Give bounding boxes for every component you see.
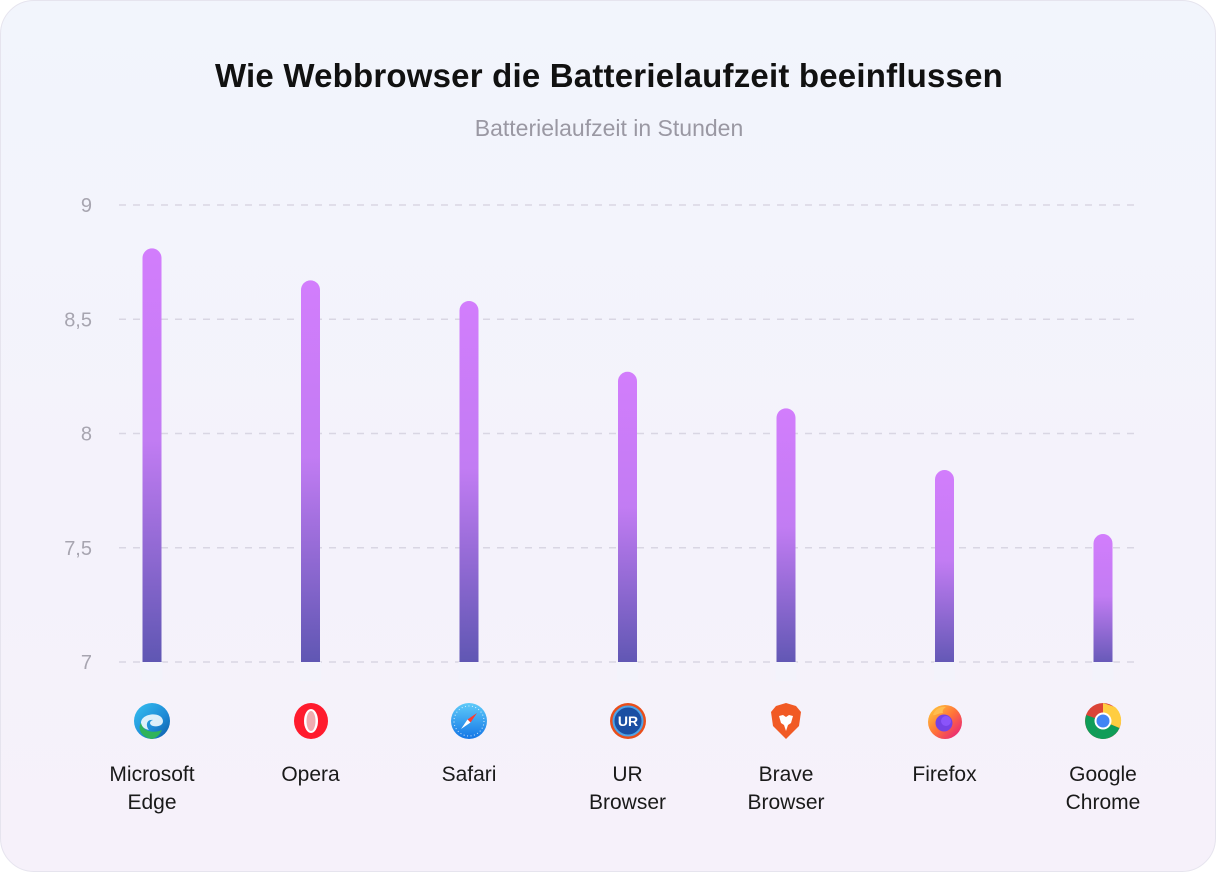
bar-base-mask: [775, 662, 797, 681]
x-tick-label: UR Browser: [588, 763, 667, 814]
bar-base-mask: [617, 662, 638, 681]
bar: [1093, 534, 1113, 672]
bar: [142, 248, 162, 672]
x-category: Safari: [394, 701, 544, 789]
x-tick-label: Safari: [441, 763, 497, 786]
firefox-icon: [925, 701, 965, 741]
bar-base-mask: [934, 662, 955, 681]
brave-icon: [766, 701, 806, 741]
bar: [301, 280, 320, 672]
ur-browser-icon: UR: [608, 701, 648, 741]
x-tick-label: Firefox: [912, 763, 977, 786]
chart-title: Wie Webbrowser die Batterielaufzeit beei…: [214, 57, 1004, 94]
x-tick-label: Google Chrome: [1065, 763, 1141, 814]
x-category: UR UR Browser: [553, 701, 703, 817]
bar: [935, 470, 954, 672]
svg-text:UR: UR: [617, 713, 637, 729]
y-tick-label: 8: [81, 424, 92, 446]
y-tick-label: 7: [81, 652, 92, 674]
bar-base-mask: [141, 662, 163, 681]
bar-base-mask: [458, 662, 480, 681]
bar-base-mask: [300, 662, 321, 681]
bar: [459, 300, 479, 672]
x-category: Firefox: [870, 701, 1020, 789]
y-tick-label: 9: [81, 195, 92, 217]
x-tick-label: Microsoft Edge: [109, 763, 195, 814]
chart-subtitle: Batterielaufzeit in Stunden: [474, 115, 744, 141]
safari-icon: [449, 701, 489, 741]
edge-icon: [132, 701, 172, 741]
opera-icon: [291, 701, 331, 741]
x-category: Brave Browser: [711, 701, 861, 817]
y-tick-label: 8,5: [64, 309, 92, 331]
bar: [618, 371, 637, 672]
x-category: Opera: [236, 701, 386, 789]
x-tick-label: Brave Browser: [747, 763, 825, 814]
y-tick-label: 7,5: [64, 538, 92, 560]
x-category: Microsoft Edge: [77, 701, 227, 817]
x-category: Google Chrome: [1028, 701, 1178, 817]
bar-base-mask: [1092, 662, 1114, 681]
bar: [776, 408, 796, 672]
chrome-icon: [1083, 701, 1123, 741]
x-tick-label: Opera: [281, 763, 340, 786]
